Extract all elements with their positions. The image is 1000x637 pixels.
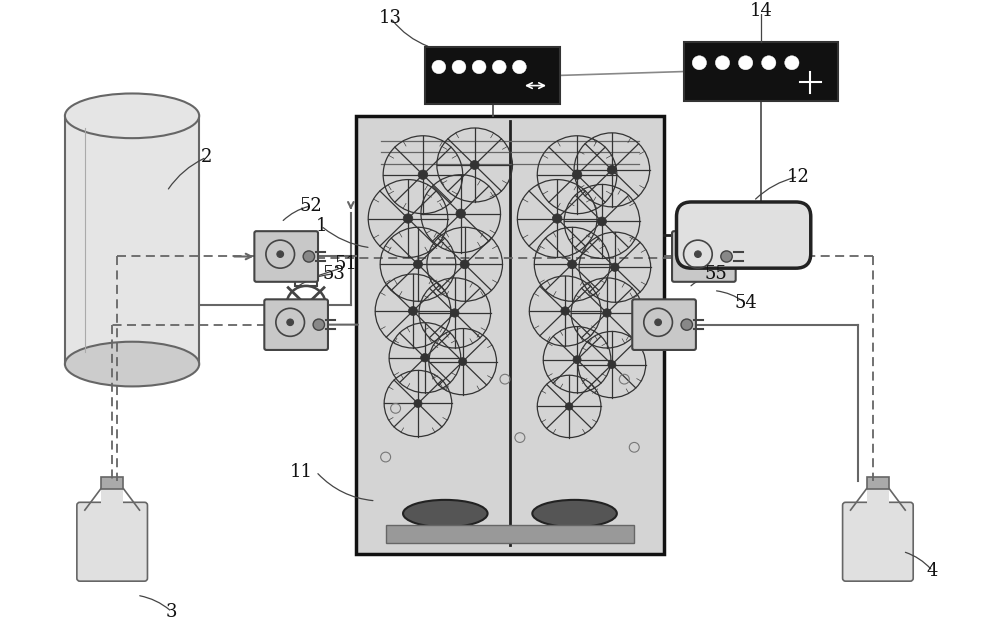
Text: 3: 3 [166, 603, 178, 621]
Circle shape [408, 306, 418, 315]
Circle shape [287, 319, 294, 326]
Text: 14: 14 [750, 2, 772, 20]
Bar [867, 477, 889, 489]
Text: 13: 13 [379, 9, 402, 27]
Ellipse shape [403, 500, 488, 527]
Bar [867, 486, 889, 507]
Circle shape [568, 260, 577, 269]
Text: 2: 2 [201, 148, 212, 166]
Circle shape [470, 161, 479, 169]
Circle shape [785, 56, 799, 70]
Ellipse shape [532, 500, 617, 527]
Text: 4: 4 [927, 562, 938, 580]
Text: 55: 55 [704, 265, 727, 283]
Circle shape [277, 251, 284, 257]
Bar [295, 270, 317, 286]
Bar [356, 117, 664, 554]
Bar [101, 486, 123, 507]
Circle shape [432, 60, 446, 74]
Circle shape [655, 319, 661, 326]
Bar [65, 116, 199, 364]
FancyBboxPatch shape [254, 231, 318, 282]
Bar [101, 477, 123, 489]
Circle shape [456, 209, 465, 218]
Bar [425, 47, 560, 104]
Circle shape [762, 56, 776, 70]
FancyBboxPatch shape [77, 503, 147, 581]
Text: 1: 1 [315, 217, 327, 235]
FancyBboxPatch shape [677, 202, 811, 268]
Circle shape [450, 309, 459, 317]
FancyBboxPatch shape [264, 299, 328, 350]
Circle shape [512, 60, 526, 74]
Text: 54: 54 [734, 294, 757, 312]
Circle shape [608, 361, 616, 369]
Circle shape [552, 214, 562, 223]
Ellipse shape [65, 341, 199, 387]
FancyBboxPatch shape [672, 231, 736, 282]
Text: 11: 11 [290, 462, 313, 481]
Text: 12: 12 [787, 168, 810, 185]
Circle shape [418, 170, 428, 180]
FancyBboxPatch shape [843, 503, 913, 581]
Circle shape [561, 307, 569, 315]
Circle shape [565, 403, 573, 410]
Circle shape [611, 263, 619, 271]
Circle shape [403, 214, 413, 223]
Circle shape [603, 309, 611, 317]
Circle shape [607, 166, 616, 175]
Circle shape [414, 399, 422, 408]
Ellipse shape [65, 94, 199, 138]
Circle shape [413, 260, 422, 269]
Text: 51: 51 [334, 255, 357, 273]
Circle shape [472, 60, 486, 74]
Circle shape [303, 251, 315, 262]
Circle shape [681, 319, 692, 330]
Bar [684, 42, 838, 101]
Circle shape [421, 354, 429, 362]
Circle shape [597, 217, 606, 226]
Circle shape [459, 357, 467, 366]
Text: 52: 52 [300, 197, 322, 215]
Circle shape [572, 170, 582, 180]
Circle shape [738, 56, 753, 70]
Bar [386, 525, 634, 543]
Circle shape [460, 260, 469, 269]
Circle shape [695, 251, 701, 257]
FancyBboxPatch shape [632, 299, 696, 350]
Circle shape [313, 319, 325, 330]
Circle shape [492, 60, 506, 74]
Circle shape [452, 60, 466, 74]
Text: 53: 53 [322, 265, 345, 283]
Circle shape [721, 251, 732, 262]
Circle shape [715, 56, 730, 70]
Circle shape [573, 355, 581, 364]
Circle shape [692, 56, 707, 70]
